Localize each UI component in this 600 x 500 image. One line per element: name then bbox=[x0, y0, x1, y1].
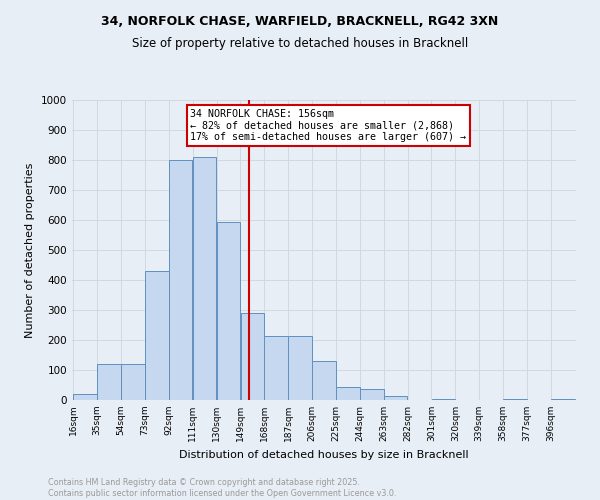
Text: 34 NORFOLK CHASE: 156sqm
← 82% of detached houses are smaller (2,868)
17% of sem: 34 NORFOLK CHASE: 156sqm ← 82% of detach… bbox=[190, 109, 466, 142]
Bar bbox=[384, 396, 407, 400]
X-axis label: Distribution of detached houses by size in Bracknell: Distribution of detached houses by size … bbox=[179, 450, 469, 460]
Bar bbox=[503, 398, 527, 400]
Bar bbox=[97, 364, 121, 400]
Bar bbox=[145, 271, 169, 400]
Bar bbox=[289, 336, 312, 400]
Bar bbox=[360, 388, 383, 400]
Bar bbox=[169, 160, 193, 400]
Bar bbox=[217, 222, 240, 400]
Bar bbox=[73, 394, 97, 400]
Bar bbox=[431, 398, 455, 400]
Text: Contains HM Land Registry data © Crown copyright and database right 2025.
Contai: Contains HM Land Registry data © Crown c… bbox=[48, 478, 397, 498]
Bar bbox=[265, 336, 288, 400]
Bar bbox=[312, 361, 336, 400]
Bar bbox=[193, 157, 217, 400]
Bar bbox=[241, 313, 264, 400]
Bar bbox=[551, 398, 575, 400]
Text: 34, NORFOLK CHASE, WARFIELD, BRACKNELL, RG42 3XN: 34, NORFOLK CHASE, WARFIELD, BRACKNELL, … bbox=[101, 15, 499, 28]
Bar bbox=[121, 364, 145, 400]
Bar bbox=[336, 388, 359, 400]
Y-axis label: Number of detached properties: Number of detached properties bbox=[25, 162, 35, 338]
Text: Size of property relative to detached houses in Bracknell: Size of property relative to detached ho… bbox=[132, 38, 468, 51]
